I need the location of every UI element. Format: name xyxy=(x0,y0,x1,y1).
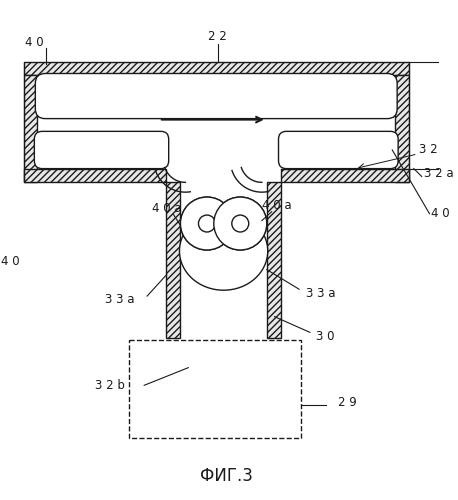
FancyBboxPatch shape xyxy=(278,132,398,168)
Circle shape xyxy=(198,215,215,232)
Text: 2 9: 2 9 xyxy=(338,396,356,409)
Circle shape xyxy=(198,215,215,232)
Circle shape xyxy=(180,197,234,250)
FancyBboxPatch shape xyxy=(34,132,169,168)
Bar xyxy=(395,76,409,182)
Text: 3 2 b: 3 2 b xyxy=(95,379,125,392)
Text: 4 0: 4 0 xyxy=(431,207,450,220)
Text: 3 2 a: 3 2 a xyxy=(424,167,453,180)
Circle shape xyxy=(214,197,267,250)
FancyBboxPatch shape xyxy=(35,74,397,118)
Circle shape xyxy=(232,215,249,232)
Text: 4 0 a: 4 0 a xyxy=(262,200,291,212)
Circle shape xyxy=(214,197,267,250)
Circle shape xyxy=(180,197,234,250)
Text: 4 0 a: 4 0 a xyxy=(152,202,181,215)
Text: 3 3 a: 3 3 a xyxy=(105,292,134,306)
Text: 2 2: 2 2 xyxy=(208,30,227,43)
Bar xyxy=(282,168,409,182)
Ellipse shape xyxy=(180,212,268,290)
Bar xyxy=(166,182,180,338)
Text: 4 0: 4 0 xyxy=(0,256,19,268)
Bar xyxy=(23,76,37,182)
Circle shape xyxy=(232,215,249,232)
Text: 3 2: 3 2 xyxy=(419,144,437,156)
Bar xyxy=(130,340,301,438)
Bar xyxy=(267,182,282,338)
Bar xyxy=(37,76,395,182)
Bar xyxy=(23,168,166,182)
Text: 3 3 a: 3 3 a xyxy=(306,286,335,300)
Bar xyxy=(180,182,267,338)
Text: 3 0: 3 0 xyxy=(316,330,335,343)
Text: 4 0: 4 0 xyxy=(25,36,44,49)
Bar xyxy=(23,62,409,76)
Text: ФИГ.3: ФИГ.3 xyxy=(200,466,253,484)
